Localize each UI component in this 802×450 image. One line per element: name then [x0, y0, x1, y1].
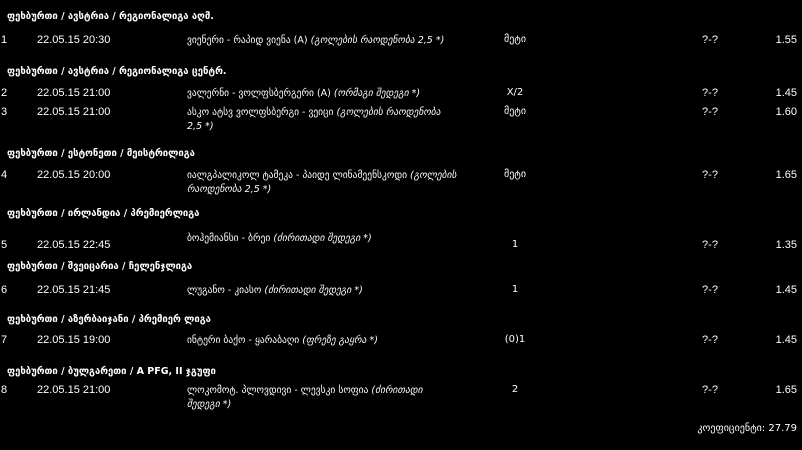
- bet-score: ?-?: [702, 87, 718, 99]
- bet-match: ვიენერი - რაპიდ ვიენა (A) (გოლების რაოდე…: [187, 34, 457, 48]
- bet-number: 3: [1, 106, 8, 118]
- total-value: 27.79: [768, 423, 797, 434]
- bet-score: ?-?: [702, 334, 718, 346]
- bet-match: ასკო ატსვ ვოლფსბერგი - ვეიცი (გოლების რა…: [187, 106, 457, 134]
- bet-number: 1: [1, 34, 8, 46]
- bet-date: 22.05.15 21:00: [37, 106, 111, 118]
- bet-score: ?-?: [702, 106, 718, 118]
- bet-number: 4: [1, 169, 8, 181]
- total-odds: კოეფიციენტი: 27.79: [697, 423, 797, 434]
- bet-pick: (0)1: [504, 334, 526, 345]
- league-header: ფეხბურთი / ირლანდია / პრემიერლიგა: [7, 208, 200, 219]
- market-type: (ფრეზე გაყრა *): [302, 335, 378, 346]
- bet-score: ?-?: [702, 284, 718, 296]
- bet-match: იალგპალიკოლ ტამეკა - პაიდე ლინამეენსკოდი…: [187, 169, 457, 197]
- bet-odds: 1.45: [775, 284, 797, 296]
- bet-odds: 1.45: [775, 87, 797, 99]
- bet-date: 22.05.15 21:45: [37, 284, 111, 296]
- bet-odds: 1.45: [775, 334, 797, 346]
- league-header: ფეხბურთი / ბულგარეთი / A PFG, II ჯგუფი: [7, 366, 216, 377]
- bet-score: ?-?: [702, 239, 718, 251]
- bet-match: ლუგანო - კიასო (ძირითადი შედეგი *): [187, 284, 457, 298]
- bet-pick: 2: [511, 384, 519, 395]
- market-type: (ძირითადი შედეგი *): [273, 233, 372, 244]
- market-type: (გოლების რაოდენობა 2,5 *): [310, 35, 445, 46]
- bet-number: 8: [1, 384, 8, 396]
- bet-number: 5: [1, 239, 8, 251]
- bet-number: 2: [1, 87, 8, 99]
- bet-pick: 1: [511, 284, 519, 295]
- bet-number: 7: [1, 334, 8, 346]
- total-label: კოეფიციენტი:: [697, 423, 766, 434]
- bet-score: ?-?: [702, 34, 718, 46]
- league-header: ფეხბურთი / ავსტრია / რეგიონალიგა აღმ.: [7, 11, 214, 22]
- bet-odds: 1.65: [775, 384, 797, 396]
- bet-pick: მეტი: [503, 106, 527, 117]
- bet-odds: 1.60: [775, 106, 797, 118]
- bet-pick: მეტი: [503, 169, 527, 180]
- bet-date: 22.05.15 22:45: [37, 239, 111, 251]
- match-teams: ლოკომოტ. პლოვდივი - ლევსკი სოფია: [187, 385, 369, 396]
- market-type: (გოლების რაოდენობა 2,5 *): [187, 107, 441, 132]
- match-teams: ინტერი ბაქო - ყარაბაღი: [187, 335, 300, 346]
- bet-date: 22.05.15 19:00: [37, 334, 111, 346]
- bet-date: 22.05.15 20:00: [37, 169, 111, 181]
- league-header: ფეხბურთი / აზერბაიჯანი / პრემიერ ლიგა: [7, 314, 211, 325]
- match-teams: იალგპალიკოლ ტამეკა - პაიდე ლინამეენსკოდი: [187, 170, 408, 181]
- match-teams: ვალერნი - ვოლფსბერგერი (A): [187, 88, 331, 99]
- bet-match: ვალერნი - ვოლფსბერგერი (A) (ორმაგი შედეგ…: [187, 87, 457, 101]
- bet-pick: 1: [511, 239, 519, 250]
- market-type: (ძირითადი შედეგი *): [264, 285, 363, 296]
- bet-match: ლოკომოტ. პლოვდივი - ლევსკი სოფია (ძირითა…: [187, 384, 457, 412]
- bet-score: ?-?: [702, 169, 718, 181]
- league-header: ფეხბურთი / შვეიცარია / ჩელენჯლიგა: [7, 261, 193, 272]
- bet-match: ინტერი ბაქო - ყარაბაღი (ფრეზე გაყრა *): [187, 334, 457, 348]
- match-teams: ბოჰემიანსი - ბრეი: [187, 233, 271, 244]
- bet-odds: 1.55: [775, 34, 797, 46]
- bet-date: 22.05.15 20:30: [37, 34, 111, 46]
- bet-date: 22.05.15 21:00: [37, 384, 111, 396]
- bet-odds: 1.35: [775, 239, 797, 251]
- match-teams: ლუგანო - კიასო: [187, 285, 262, 296]
- bet-number: 6: [1, 284, 8, 296]
- match-teams: ასკო ატსვ ვოლფსბერგი - ვეიცი: [187, 107, 334, 118]
- bet-pick: X/2: [506, 87, 524, 98]
- bet-date: 22.05.15 21:00: [37, 87, 111, 99]
- league-header: ფეხბურთი / ავსტრია / რეგიონალიგა ცენტრ.: [7, 66, 227, 77]
- bet-score: ?-?: [702, 384, 718, 396]
- league-header: ფეხბურთი / ესტონეთი / მეისტრილიგა: [7, 148, 195, 159]
- market-type: (ძირითადი შედეგი *): [187, 385, 423, 410]
- bet-match: ბოჰემიანსი - ბრეი (ძირითადი შედეგი *): [187, 232, 457, 246]
- match-teams: ვიენერი - რაპიდ ვიენა (A): [187, 35, 308, 46]
- bet-pick: მეტი: [503, 34, 527, 45]
- market-type: (გოლების რაოდენობა 2,5 *): [187, 170, 457, 195]
- bet-odds: 1.65: [775, 169, 797, 181]
- market-type: (ორმაგი შედეგი *): [333, 88, 421, 99]
